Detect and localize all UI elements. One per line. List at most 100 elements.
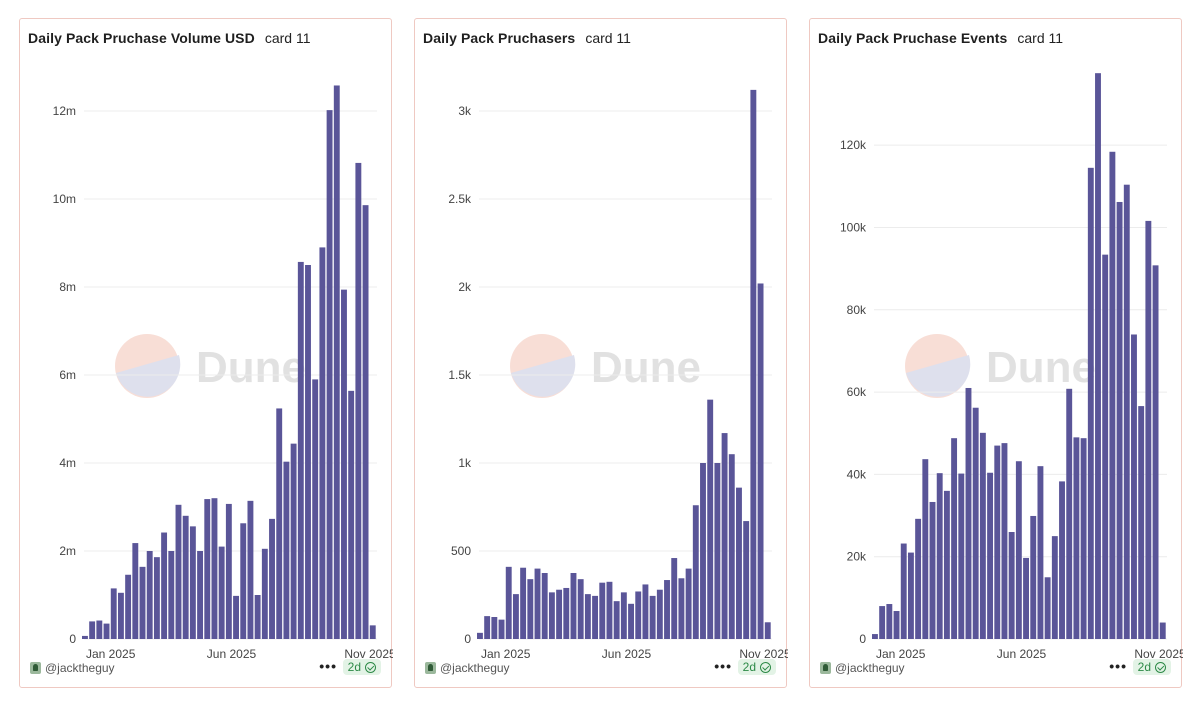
bar — [685, 568, 692, 639]
bar — [936, 473, 943, 639]
chart-card-purchasers[interactable]: Daily Pack Pruchasers card 11 Dune 0 500 1k 1… — [414, 18, 788, 688]
bar-chart: Dune 0 2m 4m 6m 8m 10m 12m Jan 2025 Jun 2025 Nov 2… — [53, 85, 393, 661]
bar — [1051, 536, 1058, 639]
bar — [541, 573, 548, 639]
author-link[interactable]: @jacktheguy — [425, 661, 510, 675]
x-tick-label: Nov 2025 — [1134, 647, 1183, 661]
bar — [505, 566, 512, 639]
bar — [563, 587, 570, 639]
y-tick-label: 40k — [847, 467, 867, 481]
bar — [110, 588, 117, 639]
bar — [584, 594, 591, 639]
author-avatar-icon — [820, 662, 831, 674]
author-avatar-icon — [30, 662, 41, 674]
x-tick-label: Nov 2025 — [739, 647, 788, 661]
bar — [146, 551, 153, 639]
bar — [1109, 151, 1116, 639]
bar — [671, 558, 678, 639]
bar — [254, 595, 261, 639]
x-tick-label: Jan 2025 — [481, 647, 531, 661]
y-tick-label: 3k — [458, 104, 472, 118]
bar — [161, 532, 168, 639]
bar — [312, 379, 319, 639]
more-options-icon[interactable]: ••• — [1109, 658, 1127, 674]
bar — [628, 603, 634, 639]
card-footer: @jacktheguy ••• 2d — [30, 658, 381, 678]
bar — [82, 635, 88, 639]
refresh-age-badge[interactable]: 2d — [1132, 659, 1171, 675]
bar — [1145, 220, 1152, 639]
check-circle-icon — [1155, 661, 1166, 673]
bar — [168, 551, 175, 639]
bar — [994, 445, 1001, 639]
refresh-age: 2d — [347, 660, 361, 674]
bar — [204, 499, 211, 639]
bar — [656, 589, 663, 639]
author-link[interactable]: @jacktheguy — [30, 661, 115, 675]
author-avatar-icon — [425, 662, 436, 674]
bar — [333, 85, 340, 640]
bar — [764, 622, 771, 639]
bar — [319, 247, 326, 639]
x-tick-label: Jun 2025 — [997, 647, 1047, 661]
more-options-icon[interactable]: ••• — [319, 658, 337, 674]
dune-logo-shade — [511, 355, 576, 397]
x-tick-label: Jun 2025 — [602, 647, 652, 661]
bar — [570, 573, 577, 639]
bar-chart: Dune 0 500 1k 1.5k 2k 2.5k 3k Jan 2025 Jun 2025 No… — [448, 89, 788, 661]
bar — [341, 289, 347, 639]
bar — [132, 543, 139, 639]
author-name: @jacktheguy — [45, 661, 115, 675]
bar — [1159, 622, 1166, 639]
bar — [556, 589, 563, 639]
bar — [922, 459, 929, 639]
y-tick-label: 0 — [859, 632, 866, 646]
bar — [305, 265, 311, 639]
y-tick-label: 20k — [847, 550, 867, 564]
bar — [736, 487, 742, 639]
bar — [678, 578, 685, 639]
y-tick-label: 4m — [59, 456, 76, 470]
y-tick-label: 10m — [53, 192, 76, 206]
bar — [951, 438, 958, 639]
card-footer: @jacktheguy ••• 2d — [820, 658, 1171, 678]
bar — [125, 574, 132, 639]
chart-subtitle: card 11 — [264, 30, 311, 46]
bar — [348, 390, 355, 639]
y-tick-label: 500 — [451, 544, 471, 558]
refresh-age-badge[interactable]: 2d — [737, 659, 776, 675]
bar — [1059, 481, 1065, 639]
y-tick-label: 8m — [59, 280, 76, 294]
dune-watermark-text: Dune — [591, 343, 701, 392]
chart-title: Daily Pack Pruchasers — [423, 30, 576, 46]
bar — [197, 551, 204, 639]
bar — [987, 472, 994, 639]
chart-card-events[interactable]: Daily Pack Pruchase Events card 11 Dune 0 2… — [809, 18, 1183, 688]
chart-card-volume[interactable]: Daily Pack Pruchase Volume USD card 11 Du… — [19, 18, 393, 688]
bar — [700, 463, 706, 639]
author-link[interactable]: @jacktheguy — [820, 661, 905, 675]
more-options-icon[interactable]: ••• — [714, 658, 732, 674]
bar — [491, 617, 498, 639]
bar — [1008, 532, 1015, 639]
bar — [1066, 388, 1073, 639]
bar — [182, 515, 189, 639]
bar — [915, 518, 922, 639]
bar — [972, 407, 979, 639]
bar — [548, 592, 555, 639]
y-tick-label: 6m — [59, 368, 76, 382]
bar — [1095, 73, 1101, 639]
y-tick-label: 12m — [53, 104, 76, 118]
bar — [620, 592, 627, 639]
bar — [965, 387, 972, 639]
bar — [721, 433, 728, 639]
bar — [369, 625, 376, 639]
bar — [893, 611, 900, 639]
bar — [153, 557, 160, 639]
bar — [1123, 184, 1130, 640]
refresh-age-badge[interactable]: 2d — [342, 659, 381, 675]
y-tick-label: 2.5k — [448, 192, 472, 206]
bar — [943, 490, 950, 639]
card-title: Daily Pack Pruchasers card 11 — [423, 30, 631, 46]
bar — [577, 579, 584, 639]
